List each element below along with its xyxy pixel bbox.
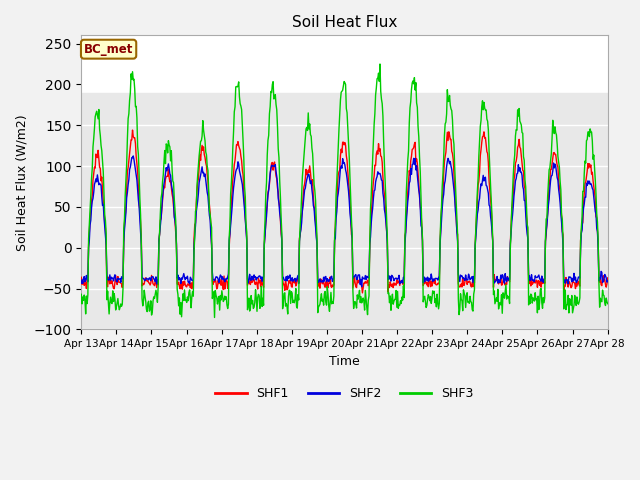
X-axis label: Time: Time (329, 355, 360, 368)
Text: BC_met: BC_met (84, 43, 133, 56)
Bar (81, 93, 608, 329)
Legend: SHF1, SHF2, SHF3: SHF1, SHF2, SHF3 (211, 383, 479, 406)
Title: Soil Heat Flux: Soil Heat Flux (292, 15, 397, 30)
Y-axis label: Soil Heat Flux (W/m2): Soil Heat Flux (W/m2) (15, 114, 28, 251)
